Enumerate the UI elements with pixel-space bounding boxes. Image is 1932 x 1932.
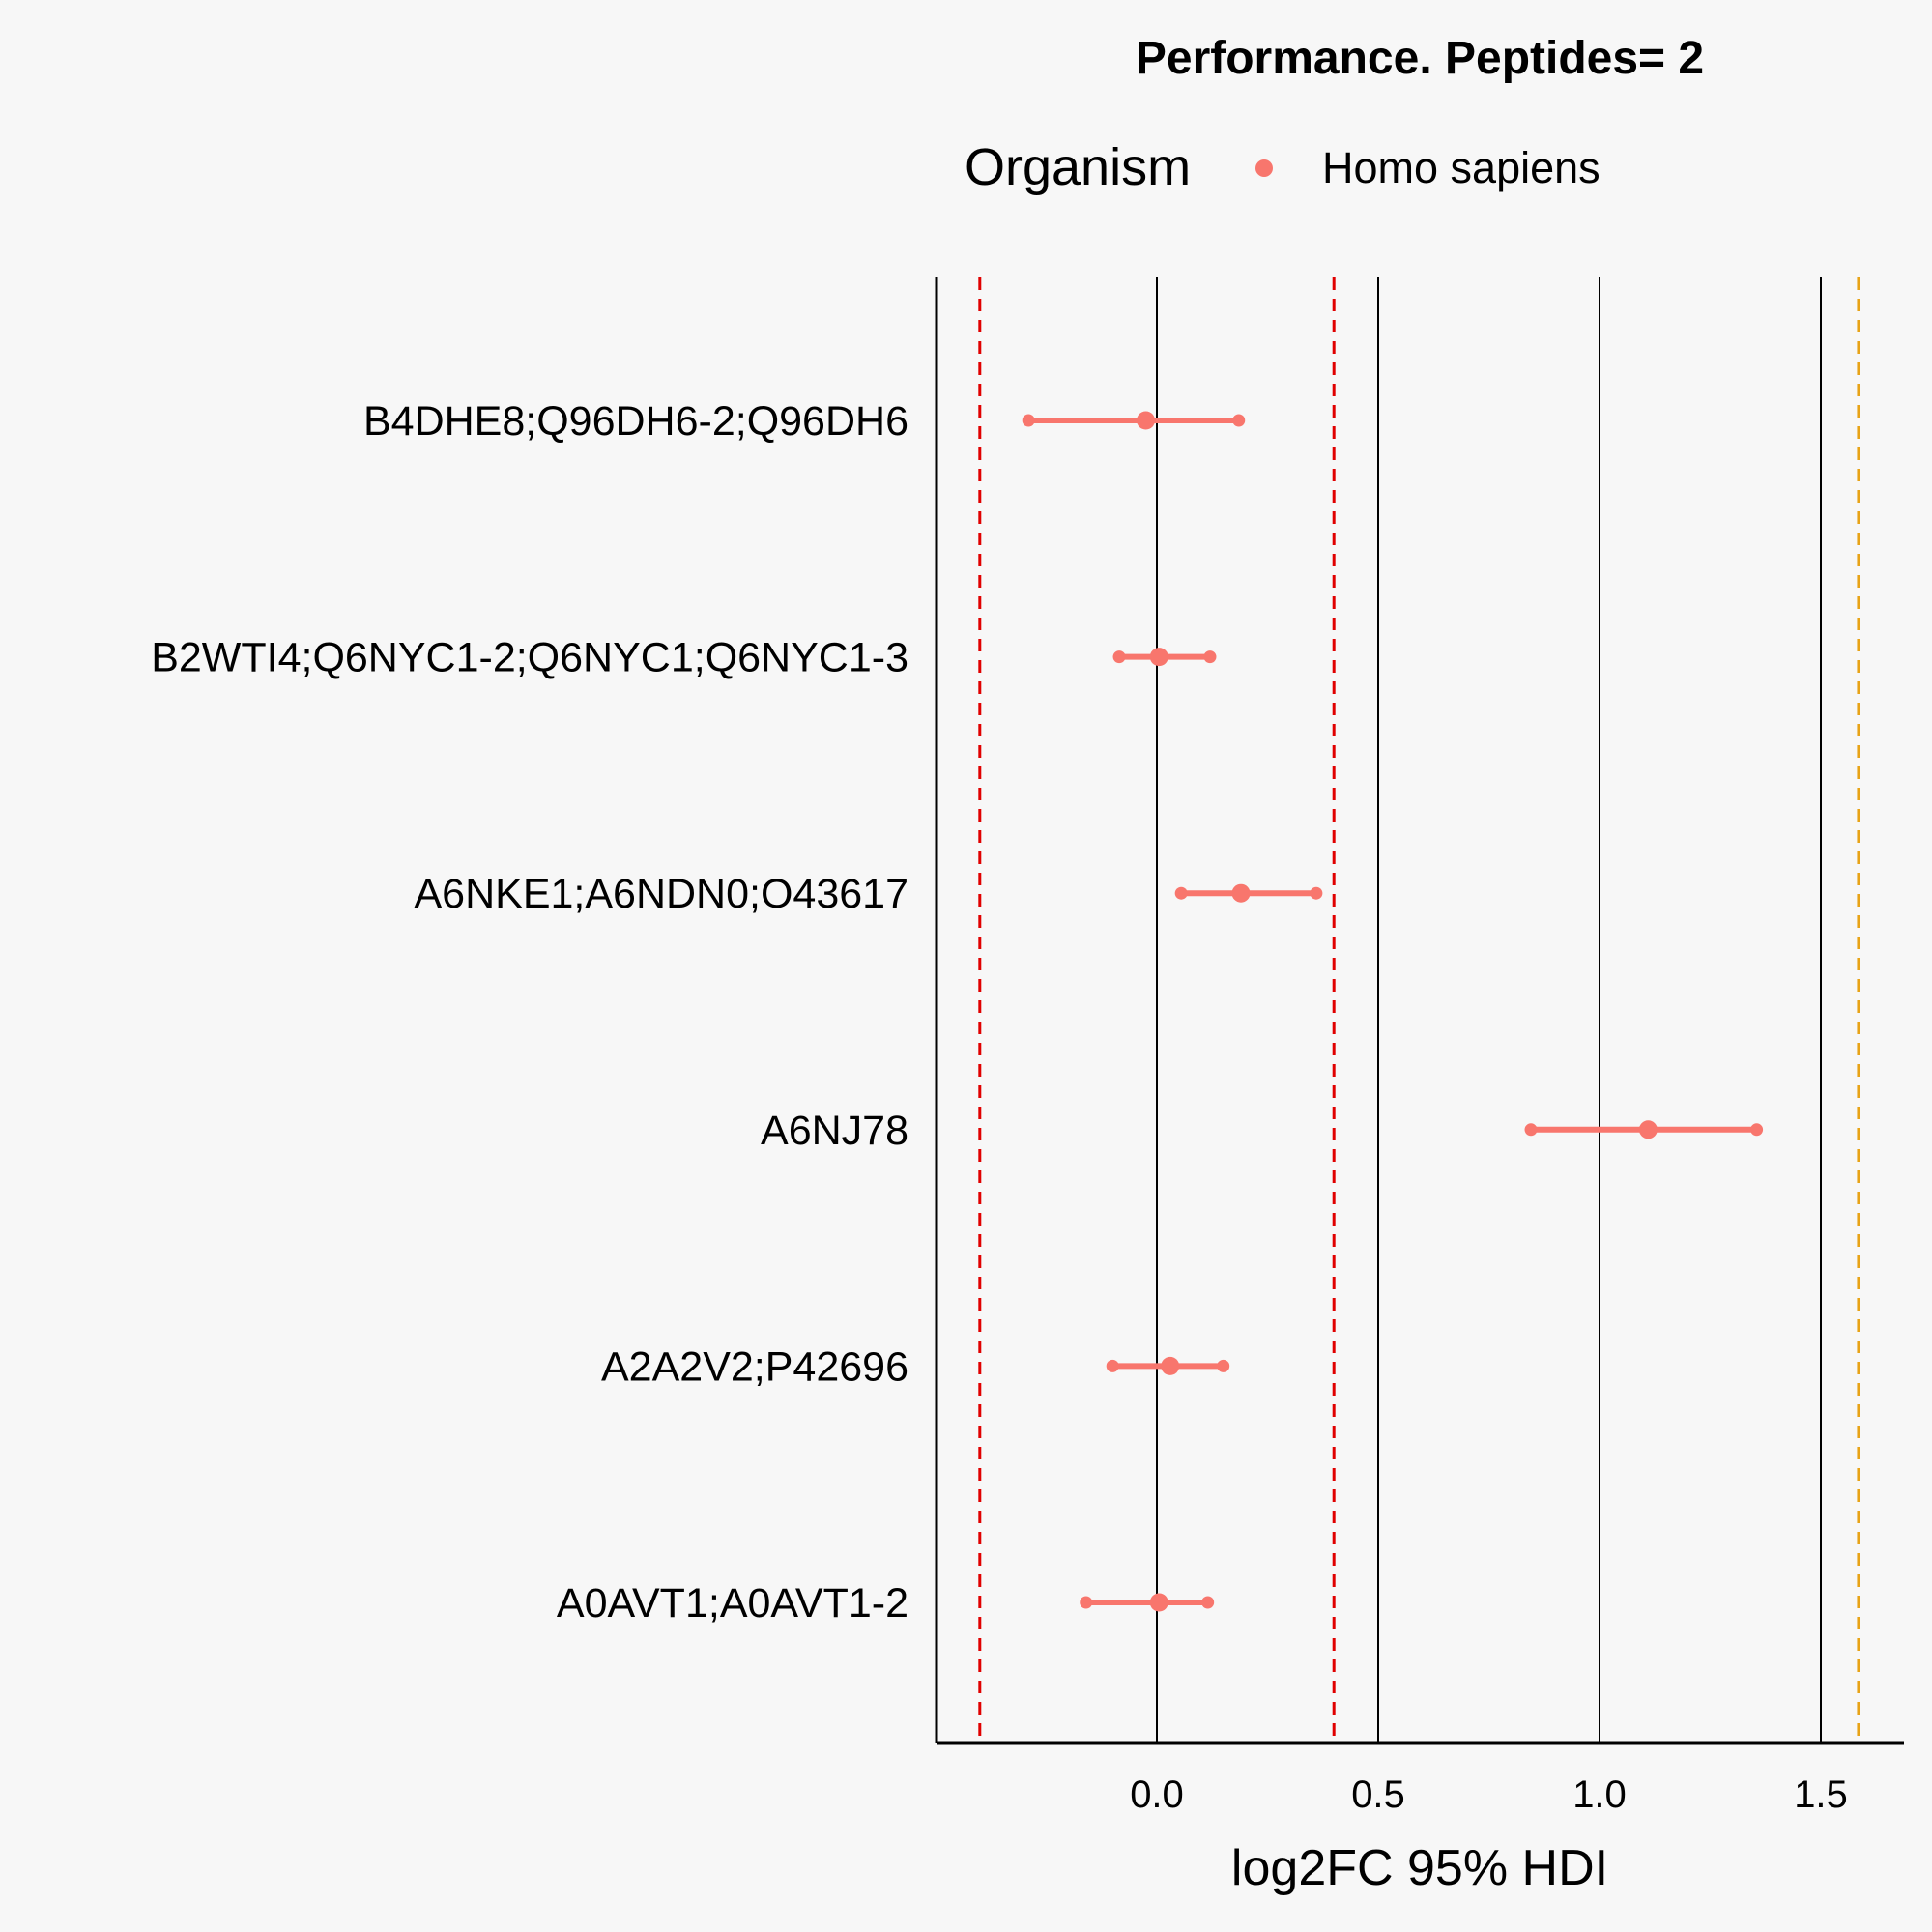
hdi-lower-point: [1524, 1123, 1538, 1137]
y-tick-label: B2WTI4;Q6NYC1-2;Q6NYC1;Q6NYC1-3: [151, 635, 908, 681]
hdi-lower-point: [1174, 886, 1188, 900]
y-tick-label: A6NJ78: [761, 1108, 908, 1154]
hdi-upper-point: [1232, 414, 1246, 427]
y-tick-label: A2A2V2;P42696: [601, 1343, 908, 1390]
plot-area: 0.0 0.5 1.0 1.5 B4DHE8;Q96DH6-2;Q96DH6 B2WTI4…: [151, 277, 1904, 1816]
x-tick-label: 0.0: [1130, 1773, 1184, 1816]
hdi-upper-point: [1201, 1596, 1215, 1609]
hdi-lower-point: [1106, 1359, 1119, 1372]
x-tick-label: 1.0: [1572, 1773, 1627, 1816]
hdi-upper-point: [1217, 1359, 1230, 1372]
legend-marker: [1255, 159, 1273, 177]
hdi-lower-point: [1080, 1596, 1093, 1609]
chart-title: Performance. Peptides= 2: [1136, 33, 1704, 84]
hdi-lower-point: [1022, 414, 1035, 427]
estimate-point: [1149, 648, 1168, 667]
hdi-lower-point: [1112, 650, 1126, 664]
x-tick-label: 1.5: [1794, 1773, 1848, 1816]
hdi-upper-point: [1203, 650, 1217, 664]
legend: Organism Homo sapiens: [965, 138, 1600, 196]
y-tick-label: A0AVT1;A0AVT1-2: [557, 1580, 908, 1627]
hdi-upper-point: [1750, 1123, 1764, 1137]
estimate-point: [1149, 1593, 1168, 1612]
estimate-point: [1137, 411, 1156, 430]
estimate-point: [1638, 1120, 1658, 1139]
x-tick-label: 0.5: [1351, 1773, 1405, 1816]
y-tick-label: A6NKE1;A6NDN0;O43617: [414, 871, 908, 917]
legend-label-homo-sapiens: Homo sapiens: [1322, 143, 1600, 192]
hdi-upper-point: [1310, 886, 1323, 900]
estimate-point: [1161, 1356, 1180, 1375]
x-axis-label: log2FC 95% HDI: [1231, 1840, 1608, 1896]
legend-title: Organism: [965, 138, 1191, 196]
y-tick-label: B4DHE8;Q96DH6-2;Q96DH6: [363, 398, 908, 445]
estimate-point: [1231, 883, 1251, 903]
